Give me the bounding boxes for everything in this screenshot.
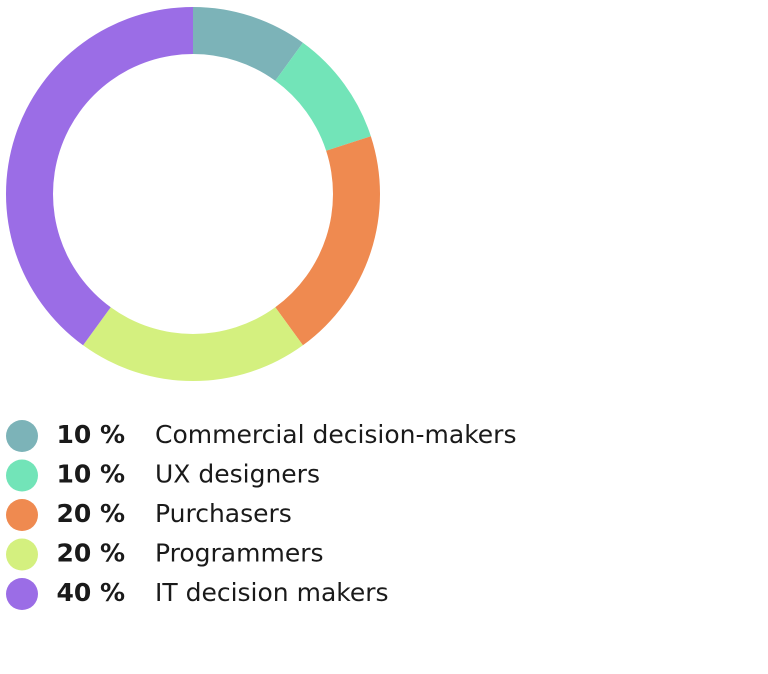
donut-segment bbox=[275, 136, 380, 346]
legend-swatch bbox=[6, 420, 38, 452]
legend-swatch bbox=[6, 578, 38, 610]
legend-label: Purchasers bbox=[155, 499, 292, 528]
legend-label: IT decision makers bbox=[155, 578, 389, 607]
legend-swatch bbox=[6, 459, 38, 492]
donut-segment bbox=[83, 307, 303, 381]
legend-swatch bbox=[6, 538, 38, 571]
legend-value: 40 % bbox=[56, 578, 125, 607]
legend-value: 20 % bbox=[56, 539, 125, 568]
legend-label: UX designers bbox=[155, 460, 320, 489]
donut-segment bbox=[6, 7, 193, 346]
legend-value: 10 % bbox=[56, 460, 125, 489]
legend-value: 20 % bbox=[56, 499, 125, 528]
legend-label: Commercial decision-makers bbox=[155, 420, 517, 449]
legend-value: 10 % bbox=[56, 420, 125, 449]
donut-segment bbox=[193, 7, 303, 81]
donut-segment bbox=[275, 42, 371, 151]
legend-label: Programmers bbox=[155, 539, 324, 568]
legend-swatch bbox=[6, 499, 38, 531]
